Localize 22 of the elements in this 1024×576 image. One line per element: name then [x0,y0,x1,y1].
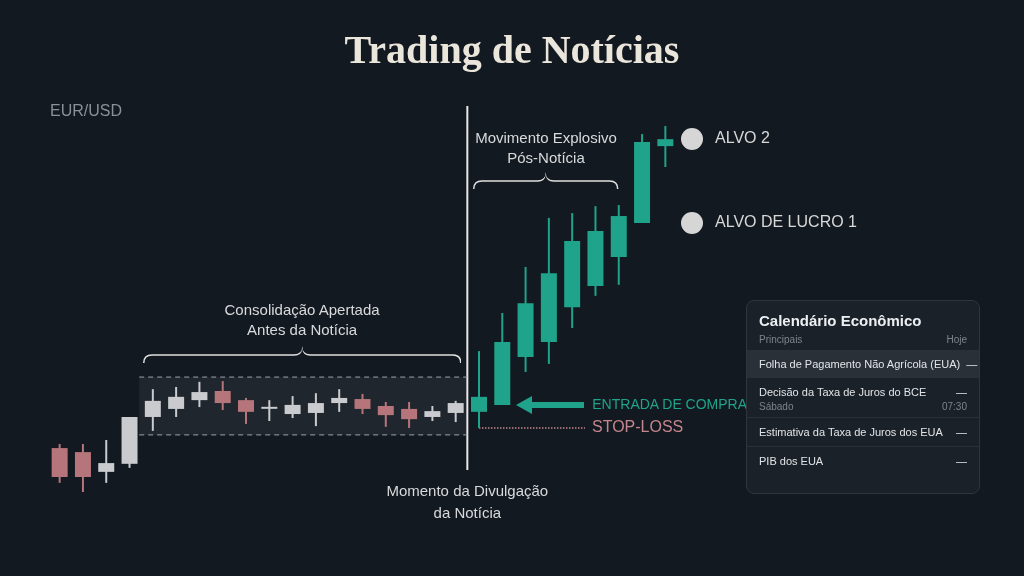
text: Hoje [946,334,967,345]
text: — [956,455,967,467]
text: — [966,358,978,370]
band-label: Consolidação Apertada Antes da Notícia [223,300,381,340]
text: Folha de Pagamento Não Agrícola (EUA) [759,358,961,370]
ref-line-label: STOP-LOSS [592,417,684,436]
text: ALVO DE LUCRO 1 [715,212,857,231]
chart-title: Trading de Notícias [343,26,681,73]
text: Calendário Econômico [758,311,923,331]
text: Sábado [759,401,794,412]
annotation: Momento da Divulgação da Notícia [385,481,550,523]
text: — [956,386,967,398]
annotation: ENTRADA DE COMPRA [592,395,748,412]
chart-subtitle: EUR/USD [50,102,123,120]
text: ALVO 2 [715,129,770,148]
text: Principais [759,334,803,345]
text: PIB dos EUA [759,455,824,467]
text: — [956,426,967,438]
text: Decisão da Taxa de Juros do BCE [759,386,927,398]
annotation: Movimento Explosivo Pós-Notícia [474,128,618,168]
text: 07:30 [941,401,967,412]
text: Estimativa da Taxa de Juros dos EUA [759,426,943,438]
